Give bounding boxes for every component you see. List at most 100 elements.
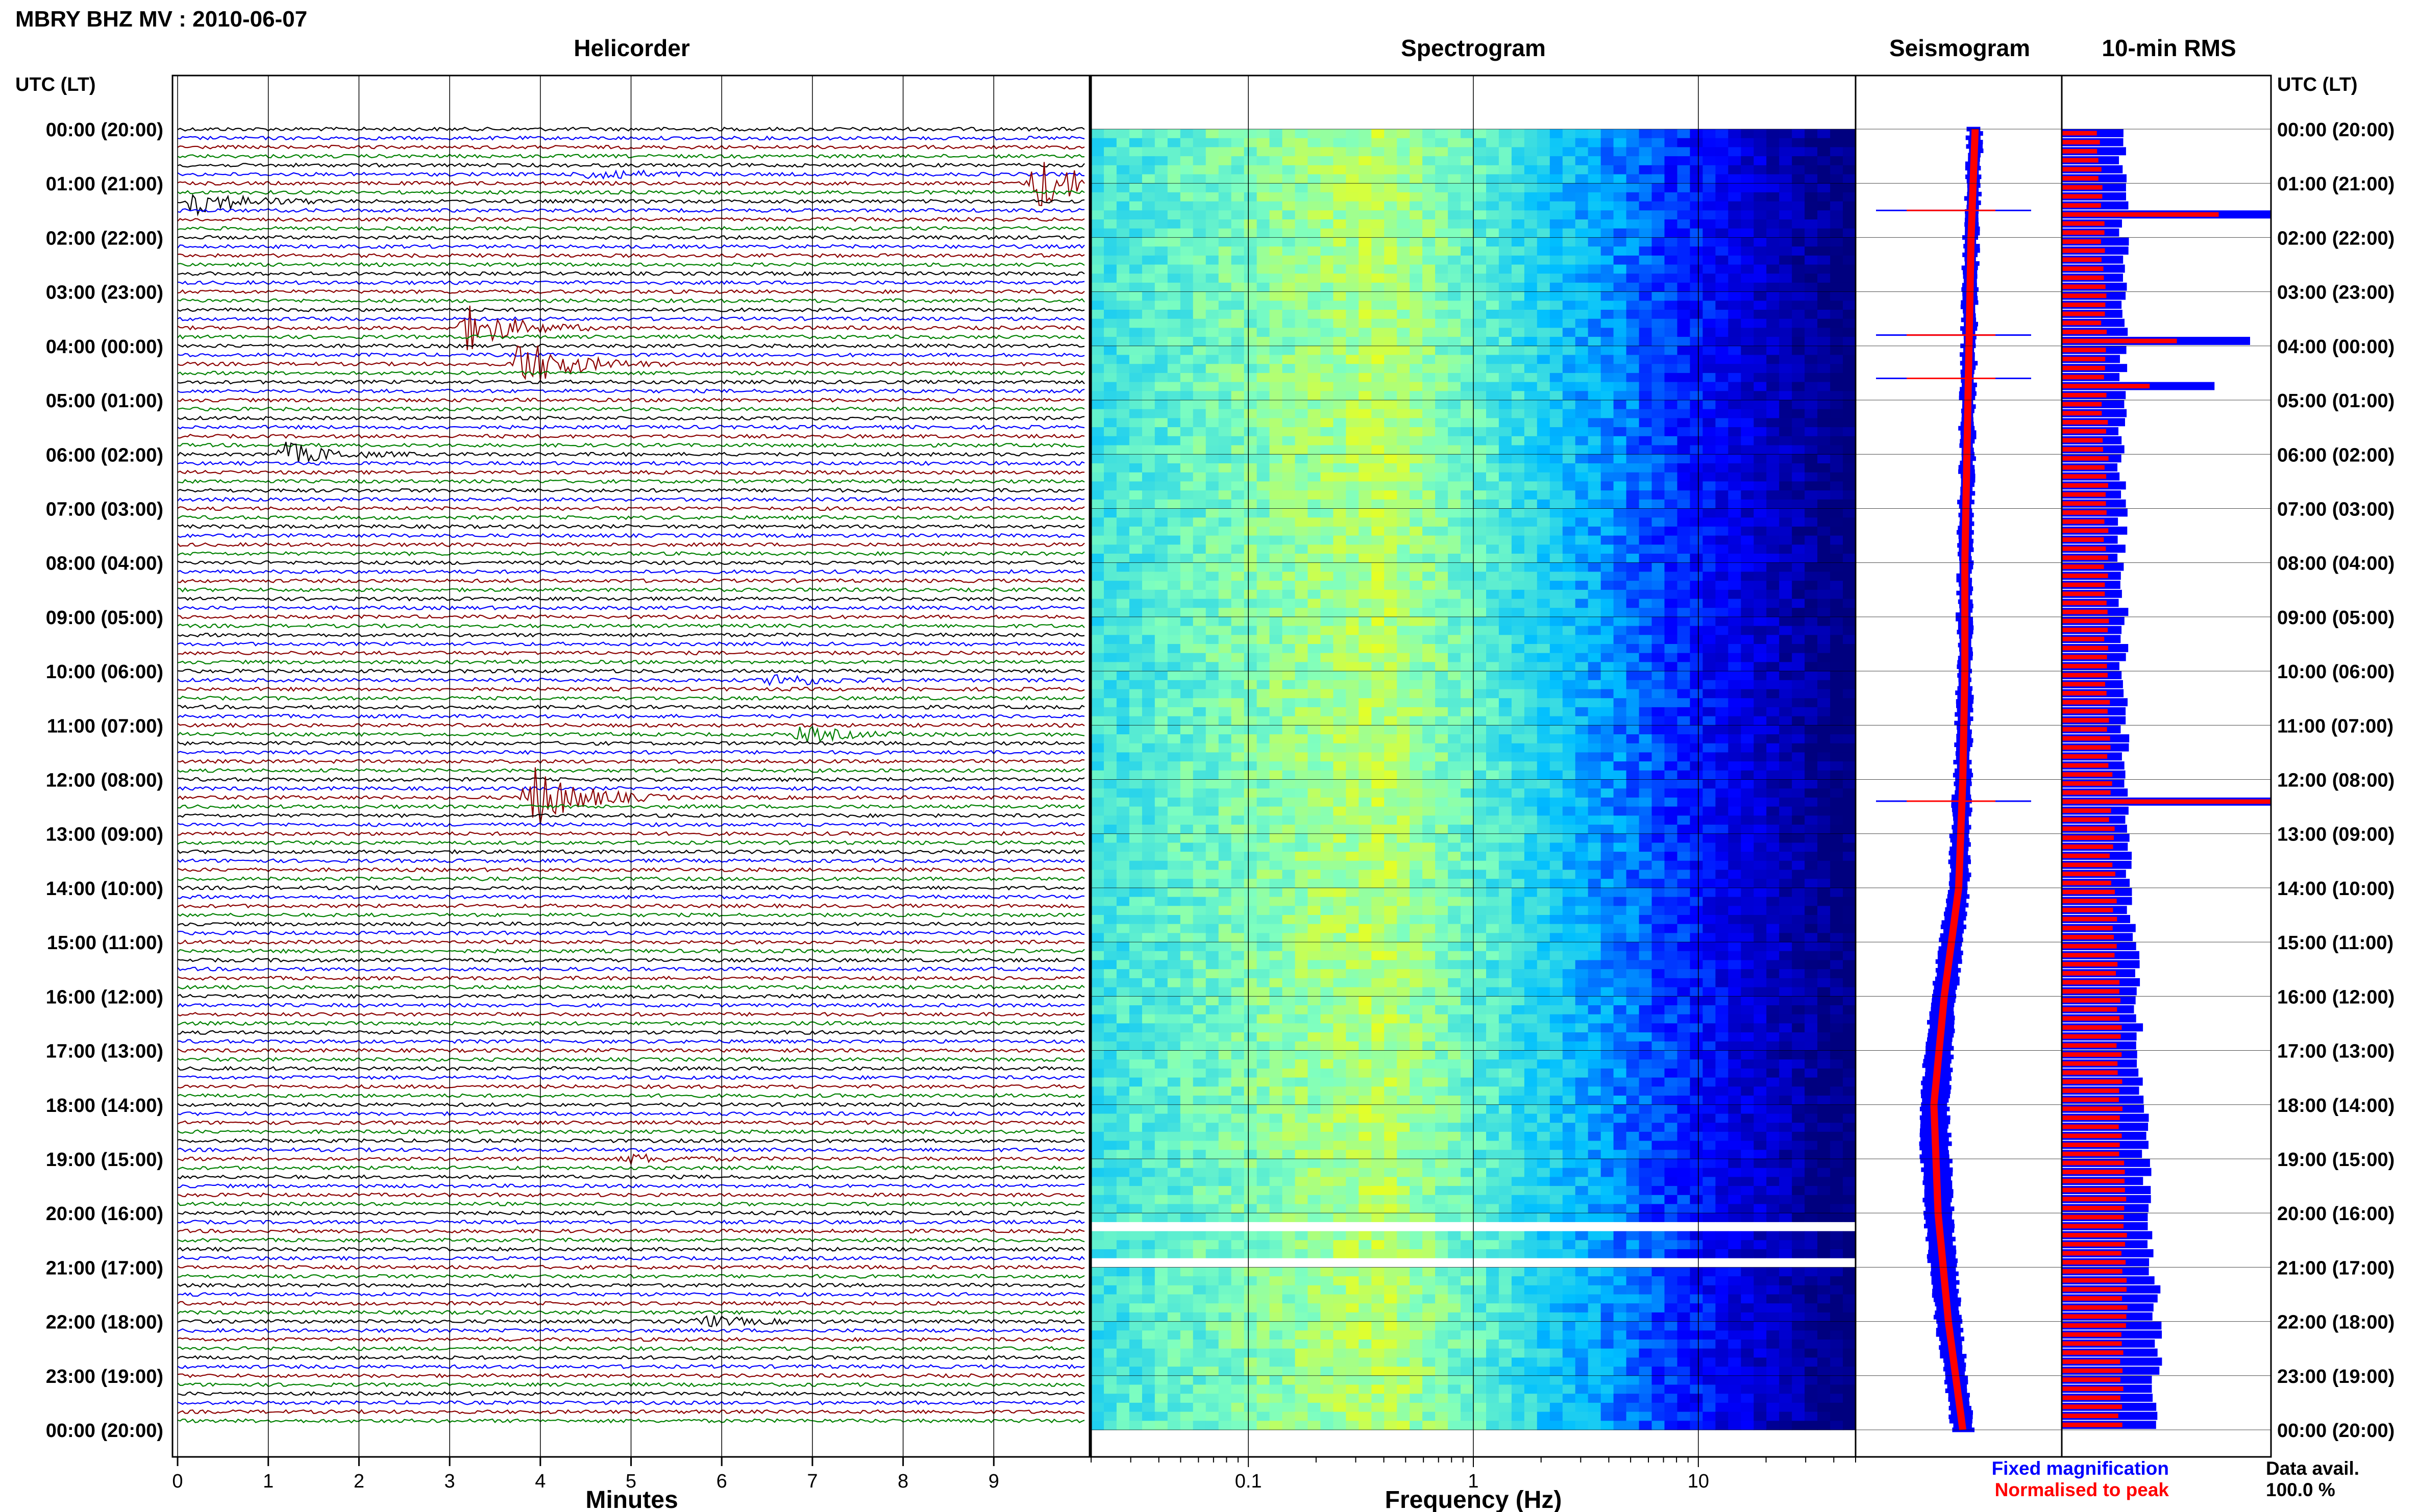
spectrogram-cell bbox=[1104, 761, 1117, 771]
spectrogram-cell bbox=[1154, 716, 1168, 726]
spectrogram-cell bbox=[1359, 481, 1372, 491]
spectrogram-cell bbox=[1830, 743, 1843, 753]
spectrogram-cell bbox=[1320, 328, 1334, 337]
spectrogram-cell bbox=[1307, 644, 1321, 654]
spectrogram-cell bbox=[1549, 156, 1563, 166]
spectrogram-cell bbox=[1359, 554, 1372, 563]
spectrogram-cell bbox=[1511, 626, 1525, 635]
spectrogram-cell bbox=[1193, 517, 1206, 527]
spectrogram-cell bbox=[1359, 355, 1372, 364]
spectrogram-cell bbox=[1600, 626, 1614, 635]
spectrogram-cell bbox=[1142, 842, 1155, 852]
spectrogram-cell bbox=[1486, 825, 1499, 834]
spectrogram-cell bbox=[1792, 391, 1805, 401]
spectrogram-cell bbox=[1830, 364, 1843, 374]
spectrogram-cell bbox=[1779, 535, 1792, 545]
spectrogram-cell bbox=[1435, 445, 1448, 455]
spectrogram-cell bbox=[1346, 589, 1359, 600]
spectrogram-cell bbox=[1295, 680, 1309, 690]
spectrogram-cell bbox=[1244, 526, 1257, 536]
spectrogram-cell bbox=[1677, 463, 1691, 473]
spectrogram-cell bbox=[1231, 282, 1245, 292]
spectrogram-cell bbox=[1167, 752, 1181, 762]
spectrogram-cell bbox=[1511, 662, 1525, 672]
spectrogram-cell bbox=[1091, 445, 1104, 455]
spectrogram-cell bbox=[1690, 752, 1703, 762]
spectrogram-cell bbox=[1766, 463, 1780, 473]
spectrogram-cell bbox=[1715, 770, 1729, 780]
spectrogram-cell bbox=[1218, 572, 1232, 581]
spectrogram-cell bbox=[1715, 138, 1729, 147]
spectrogram-cell bbox=[1104, 635, 1117, 645]
spectrogram-cell bbox=[1422, 608, 1436, 617]
spectrogram-cell bbox=[1549, 409, 1563, 418]
spectrogram-cell bbox=[1575, 608, 1589, 617]
spectrogram-cell bbox=[1167, 391, 1181, 401]
spectrogram-cell bbox=[1843, 535, 1856, 545]
spectrogram-cell bbox=[1843, 373, 1856, 383]
spectrogram-cell bbox=[1142, 310, 1155, 319]
spectrogram-cell bbox=[1142, 779, 1155, 789]
spectrogram-cell bbox=[1333, 671, 1346, 681]
spectrogram-cell bbox=[1397, 147, 1410, 157]
spectrogram-cell bbox=[1664, 815, 1678, 825]
spectrogram-cell bbox=[1779, 228, 1792, 238]
spectrogram-cell bbox=[1371, 454, 1385, 464]
spectrogram-cell bbox=[1384, 427, 1397, 437]
spectrogram-cell bbox=[1728, 183, 1741, 193]
spectrogram-cell bbox=[1435, 671, 1448, 681]
spectrogram-cell bbox=[1779, 463, 1792, 473]
spectrogram-cell bbox=[1779, 192, 1792, 202]
spectrogram-cell bbox=[1397, 291, 1410, 301]
spectrogram-cell bbox=[1766, 644, 1780, 654]
spectrogram-cell bbox=[1524, 382, 1538, 391]
spectrogram-cell bbox=[1805, 635, 1818, 645]
spectrogram-cell bbox=[1613, 734, 1627, 744]
spectrogram-cell bbox=[1346, 472, 1359, 482]
spectrogram-cell bbox=[1639, 572, 1652, 581]
spectrogram-cell bbox=[1600, 562, 1614, 572]
spectrogram-cell bbox=[1193, 752, 1206, 762]
spectrogram-cell bbox=[1129, 355, 1143, 364]
spectrogram-cell bbox=[1830, 689, 1843, 699]
spectrogram-cell bbox=[1205, 608, 1219, 617]
spectrogram-cell bbox=[1091, 165, 1104, 175]
spectrogram-cell bbox=[1792, 337, 1805, 346]
spectrogram-cell bbox=[1397, 788, 1410, 798]
spectrogram-cell bbox=[1104, 707, 1117, 717]
spectrogram-cell bbox=[1091, 337, 1104, 346]
spectrogram-cell bbox=[1537, 644, 1550, 654]
spectrogram-cell bbox=[1320, 725, 1334, 735]
spectrogram-cell bbox=[1600, 129, 1614, 139]
spectrogram-cell bbox=[1410, 589, 1423, 600]
spectrogram-cell bbox=[1397, 274, 1410, 283]
spectrogram-cell bbox=[1435, 301, 1448, 310]
spectrogram-cell bbox=[1511, 554, 1525, 563]
spectrogram-cell bbox=[1677, 328, 1691, 337]
spectrogram-cell bbox=[1511, 192, 1525, 202]
spectrogram-cell bbox=[1129, 554, 1143, 563]
spectrogram-cell bbox=[1766, 129, 1780, 139]
spectrogram-cell bbox=[1562, 274, 1576, 283]
spectrogram-cell bbox=[1205, 517, 1219, 527]
spectrogram-cell bbox=[1766, 228, 1780, 238]
spectrogram-cell bbox=[1728, 400, 1741, 410]
spectrogram-cell bbox=[1167, 481, 1181, 491]
spectrogram-cell bbox=[1154, 174, 1168, 184]
spectrogram-cell bbox=[1397, 183, 1410, 193]
spectrogram-cell bbox=[1435, 653, 1448, 662]
spectrogram-cell bbox=[1651, 418, 1665, 428]
spectrogram-cell bbox=[1498, 526, 1512, 536]
spectrogram-cell bbox=[1562, 554, 1576, 563]
spectrogram-cell bbox=[1664, 183, 1678, 193]
spectrogram-cell bbox=[1410, 689, 1423, 699]
spectrogram-cell bbox=[1256, 806, 1270, 816]
spectrogram-cell bbox=[1333, 815, 1346, 825]
spectrogram-cell bbox=[1295, 318, 1309, 328]
spectrogram-cell bbox=[1397, 129, 1410, 139]
spectrogram-cell bbox=[1473, 355, 1487, 364]
spectrogram-cell bbox=[1244, 852, 1257, 861]
spectrogram-cell bbox=[1715, 274, 1729, 283]
spectrogram-cell bbox=[1626, 138, 1640, 147]
spectrogram-cell bbox=[1167, 355, 1181, 364]
